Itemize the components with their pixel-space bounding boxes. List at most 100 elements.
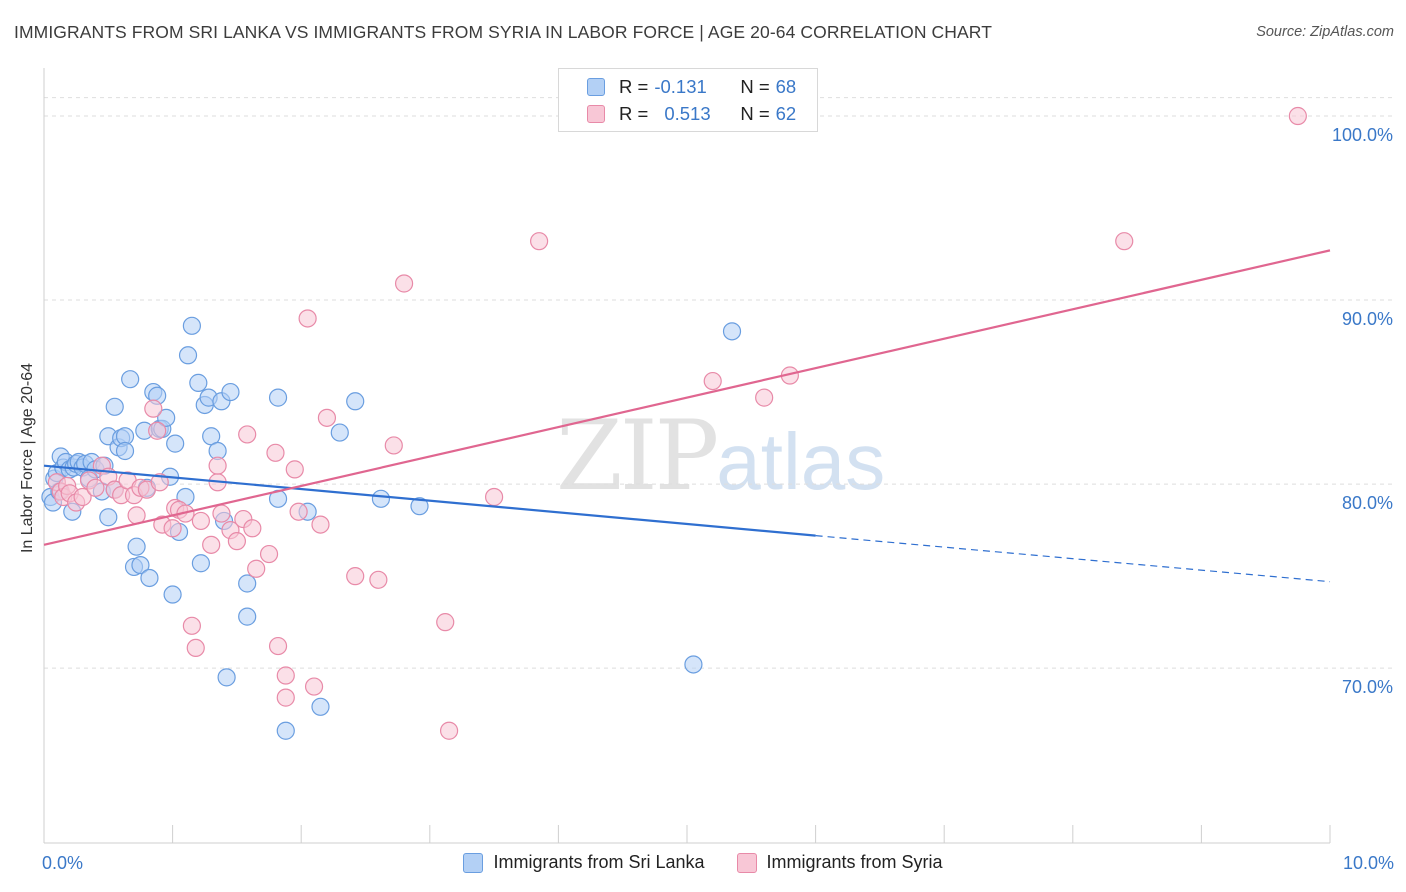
point-syria xyxy=(317,408,337,427)
series-legend-item-sri-lanka: Immigrants from Sri Lanka xyxy=(463,852,705,873)
point-syria xyxy=(530,232,549,251)
legend-row-syria: R = 0.513 N = 62 xyxy=(587,101,796,127)
point-sri-lanka xyxy=(371,489,391,508)
legend-r-label: R = xyxy=(619,103,649,124)
point-syria xyxy=(266,443,285,462)
point-syria xyxy=(202,535,221,554)
point-sri-lanka xyxy=(238,607,257,626)
point-syria xyxy=(485,487,504,507)
point-syria xyxy=(304,677,324,696)
legend-n-value-syria: 62 xyxy=(775,103,797,124)
series-swatch-syria xyxy=(736,852,757,873)
watermark: ZIPatlas xyxy=(556,400,885,512)
point-syria xyxy=(208,456,227,475)
point-syria xyxy=(144,399,163,418)
x-tick-label: 0.0% xyxy=(42,853,83,873)
point-syria xyxy=(268,636,288,656)
correlation-legend: R = -0.131 N = 68 R = 0.513 N = 62 xyxy=(558,68,818,132)
trendline-sri-lanka xyxy=(43,464,816,537)
point-syria xyxy=(86,478,105,497)
point-syria xyxy=(212,504,231,523)
point-sri-lanka xyxy=(105,397,124,416)
point-sri-lanka xyxy=(221,382,240,402)
legend-row-sri-lanka: R = -0.131 N = 68 xyxy=(587,74,796,100)
point-sri-lanka xyxy=(131,555,150,575)
legend-n-label: N = xyxy=(740,103,770,124)
point-sri-lanka xyxy=(410,497,429,516)
point-sri-lanka xyxy=(684,655,703,674)
point-syria xyxy=(1288,106,1307,126)
point-sri-lanka xyxy=(217,668,236,687)
point-sri-lanka xyxy=(311,697,330,716)
point-sri-lanka xyxy=(166,434,185,453)
series-swatch-sri-lanka xyxy=(463,852,484,873)
point-syria xyxy=(238,425,257,444)
y-tick-label: 80.0% xyxy=(1342,493,1393,513)
point-syria xyxy=(289,502,308,521)
point-syria xyxy=(247,559,266,578)
point-syria xyxy=(150,473,169,492)
watermark-zip: ZIP xyxy=(556,400,719,512)
point-syria xyxy=(394,274,414,293)
point-syria xyxy=(1115,232,1134,251)
y-tick-label: 70.0% xyxy=(1342,677,1393,697)
point-sri-lanka xyxy=(722,322,742,341)
legend-r-value-syria: 0.513 xyxy=(664,103,711,124)
point-sri-lanka xyxy=(127,537,146,556)
y-tick-label: 100.0% xyxy=(1332,125,1393,145)
point-syria xyxy=(346,567,365,586)
point-sri-lanka xyxy=(157,408,176,427)
point-syria xyxy=(148,421,167,440)
chart-title: IMMIGRANTS FROM SRI LANKA VS IMMIGRANTS … xyxy=(14,22,992,42)
point-syria xyxy=(163,519,182,538)
point-syria xyxy=(436,613,455,632)
legend-n-value-sri-lanka: 68 xyxy=(775,76,797,97)
legend-swatch-syria xyxy=(587,105,605,123)
point-syria xyxy=(439,721,459,740)
legend-r-label: R = xyxy=(619,76,649,97)
point-sri-lanka xyxy=(140,568,159,588)
point-sri-lanka xyxy=(182,316,201,335)
series-legend: Immigrants from Sri Lanka Immigrants fro… xyxy=(0,852,1406,873)
series-legend-item-syria: Immigrants from Syria xyxy=(736,852,943,873)
point-syria xyxy=(259,544,279,564)
point-syria xyxy=(227,532,246,551)
trendline-sri-lanka-projection xyxy=(815,535,1331,583)
point-syria xyxy=(703,371,722,391)
legend-r-value-sri-lanka: -0.131 xyxy=(654,76,707,97)
source-credit: Source: ZipAtlas.com xyxy=(1256,24,1394,40)
point-sri-lanka xyxy=(178,346,198,365)
point-sri-lanka xyxy=(276,721,295,740)
legend-n-label: N = xyxy=(740,76,770,97)
point-sri-lanka xyxy=(115,441,135,461)
point-syria xyxy=(182,616,201,635)
point-sri-lanka xyxy=(121,370,140,389)
series-label-syria: Immigrants from Syria xyxy=(766,852,943,872)
y-tick-label: 90.0% xyxy=(1342,309,1393,329)
point-syria xyxy=(369,570,388,589)
point-syria xyxy=(755,388,774,407)
watermark-atlas: atlas xyxy=(716,417,886,506)
point-sri-lanka xyxy=(163,585,182,604)
point-syria xyxy=(285,460,304,479)
series-label-sri-lanka: Immigrants from Sri Lanka xyxy=(493,852,705,872)
point-syria xyxy=(384,436,403,455)
point-syria xyxy=(298,309,317,328)
x-tick-label: 10.0% xyxy=(1343,853,1394,873)
point-syria xyxy=(73,487,92,507)
point-sri-lanka xyxy=(330,423,349,442)
point-syria xyxy=(276,666,295,685)
point-syria xyxy=(186,638,205,658)
point-sri-lanka xyxy=(189,373,208,392)
point-sri-lanka xyxy=(238,574,257,593)
point-sri-lanka xyxy=(99,508,118,527)
point-sri-lanka xyxy=(346,392,365,411)
point-syria xyxy=(311,515,330,534)
trendline-syria xyxy=(43,249,1331,546)
point-sri-lanka xyxy=(268,388,288,407)
point-sri-lanka xyxy=(191,554,210,573)
point-syria xyxy=(276,688,295,707)
point-syria xyxy=(191,511,210,531)
legend-swatch-sri-lanka xyxy=(587,78,605,96)
